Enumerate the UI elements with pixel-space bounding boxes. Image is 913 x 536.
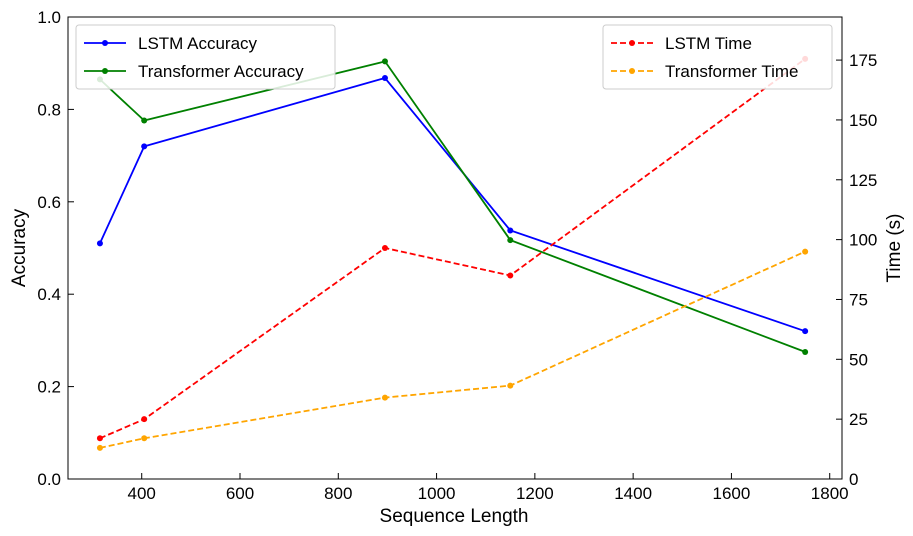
legend-marker-transformer-time <box>629 68 635 74</box>
x-tick-label: 1000 <box>418 484 456 503</box>
y-left-tick-label: 0.8 <box>37 100 61 119</box>
x-tick-label: 400 <box>128 484 156 503</box>
legend-box <box>602 24 833 90</box>
data-point-lstm-accuracy <box>381 74 388 81</box>
data-point-lstm-time <box>381 245 388 251</box>
data-point-lstm-accuracy <box>507 227 514 234</box>
data-point-transformer-time <box>507 382 514 389</box>
y-right-tick-label: 0 <box>849 470 858 489</box>
series-line-lstm-accuracy <box>99 76 806 333</box>
x-tick-label: 1400 <box>614 484 652 503</box>
plot-frame <box>67 16 843 480</box>
legend-marker-lstm-accuracy <box>102 40 108 46</box>
data-point-transformer-time <box>96 444 103 451</box>
x-tick-label: 800 <box>324 484 352 503</box>
x-tick-label: 1200 <box>516 484 554 503</box>
legend-marker-transformer-accuracy <box>102 68 108 74</box>
y-axis-label-right: Time (s) <box>884 214 905 283</box>
axes: 400 600 800 1000 1200 1400 1600 18000.00.20.40.… <box>37 8 877 503</box>
data-point-lstm-accuracy <box>141 143 148 150</box>
y-left-tick-label: 0.6 <box>37 193 61 212</box>
y-right-tick-label: 50 <box>849 350 868 369</box>
y-right-tick-label: 175 <box>849 51 877 70</box>
data-point-lstm-time <box>507 272 514 279</box>
plot-area <box>96 55 809 451</box>
x-tick-label: 1600 <box>713 484 751 503</box>
data-point-lstm-time <box>141 416 148 423</box>
legend-accuracy: LSTM Accuracy Transformer Accuracy <box>75 24 336 90</box>
y-right-tick-label: 100 <box>849 231 877 250</box>
series-line-lstm-time <box>99 58 806 440</box>
y-left-tick-label: 1.0 <box>37 8 61 27</box>
data-point-lstm-accuracy <box>96 240 103 247</box>
x-tick-label: 1800 <box>811 484 849 503</box>
y-left-tick-label: 0.2 <box>37 378 61 397</box>
y-left-tick-label: 0.0 <box>37 470 61 489</box>
y-right-tick-label: 150 <box>849 111 877 130</box>
legend-label-transformer-accuracy: Transformer Accuracy <box>138 62 304 81</box>
data-point-transformer-time <box>802 248 809 255</box>
y-left-tick-label: 0.4 <box>37 285 61 304</box>
data-point-transformer-time <box>141 435 148 442</box>
series-line-transformer-time <box>99 250 806 449</box>
x-tick-label: 600 <box>226 484 254 503</box>
data-point-lstm-time <box>96 435 103 442</box>
data-point-transformer-accuracy <box>141 117 148 124</box>
legend-label-transformer-time: Transformer Time <box>665 62 799 81</box>
data-point-transformer-accuracy <box>507 237 514 244</box>
y-right-tick-label: 125 <box>849 171 877 190</box>
y-right-tick-label: 75 <box>849 290 868 309</box>
series-line-transformer-accuracy <box>99 60 806 353</box>
data-point-lstm-accuracy <box>802 328 809 335</box>
data-point-transformer-time <box>381 394 388 401</box>
legend-time: LSTM Time Transformer Time <box>602 24 833 90</box>
data-point-transformer-accuracy <box>802 348 809 355</box>
x-axis-label: Sequence Length <box>380 506 529 527</box>
y-axis-label-left: Accuracy <box>9 208 30 287</box>
y-right-tick-label: 25 <box>849 410 868 429</box>
legend-box <box>75 24 336 90</box>
data-point-transformer-accuracy <box>381 58 388 65</box>
legend-marker-lstm-time <box>629 40 635 46</box>
legend-label-lstm-time: LSTM Time <box>665 34 752 53</box>
legend-label-lstm-accuracy: LSTM Accuracy <box>138 34 258 53</box>
